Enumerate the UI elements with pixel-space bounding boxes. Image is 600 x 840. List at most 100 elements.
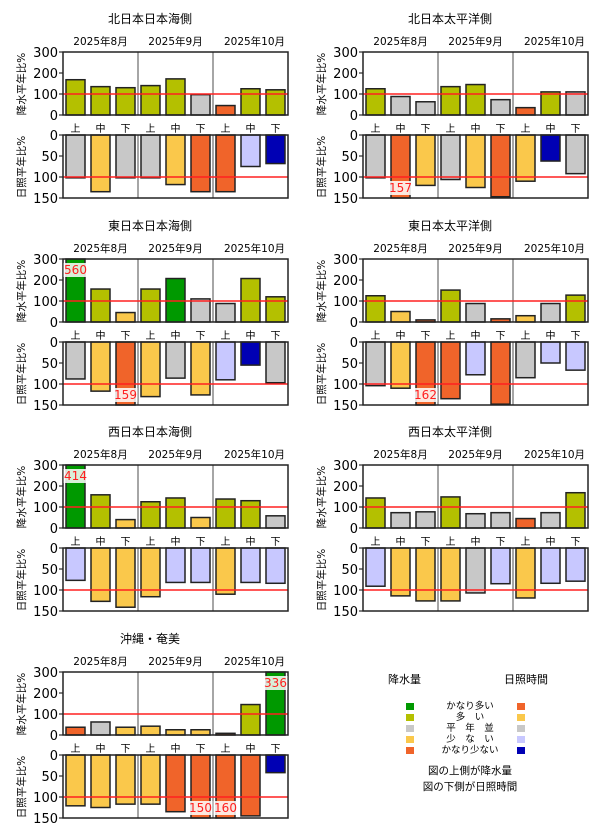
month-label: 2025年9月	[148, 448, 202, 461]
period-label: 下	[121, 537, 131, 548]
rain-bar	[165, 78, 186, 116]
period-label: 上	[221, 330, 231, 342]
legend-label: 平 年 並	[446, 723, 494, 734]
sun-bar	[265, 547, 286, 585]
sun-plot-frame	[62, 754, 289, 819]
sun-overflow-label: 157	[389, 181, 412, 195]
sun-axis-label: 日照平年比%	[15, 549, 28, 611]
rain-tick-label: 200	[33, 687, 58, 702]
overflow-label-bg	[63, 263, 88, 277]
sun-bar	[365, 341, 386, 387]
rain-bar	[115, 518, 136, 529]
panel-title: 北日本日本海側	[108, 11, 192, 26]
sun-bar	[65, 134, 86, 179]
region-panel: 沖縄・奄美 2025年8月 2025年9月 2025年10月 降水平年比% 日照平年比% 0…	[0, 620, 300, 827]
sun-bar	[190, 134, 211, 193]
sun-tick-label: 0	[350, 129, 358, 144]
rain-bar	[490, 98, 511, 116]
rain-bar	[240, 88, 261, 116]
rain-bar	[140, 725, 161, 736]
rain-tick-label: 100	[33, 88, 58, 103]
legend: 降水量 日照時間 かなり多い多 い平 年 並少 な いかなり少ない 図の上側が降…	[380, 660, 560, 800]
sun-tick-label: 150	[33, 812, 58, 825]
month-label: 2025年10月	[524, 448, 585, 461]
rain-bar	[115, 86, 136, 116]
legend-label: 多 い	[455, 712, 485, 723]
sun-tick-label: 0	[50, 129, 58, 144]
rain-tick-label: 0	[350, 316, 358, 331]
sun-bar	[465, 134, 486, 189]
sun-bar	[65, 754, 86, 807]
sun-bar	[465, 547, 486, 594]
sun-plot-frame	[362, 341, 589, 406]
sun-tick-label: 50	[341, 150, 358, 165]
sun-tick-label: 0	[350, 336, 358, 351]
period-label: 中	[246, 122, 256, 135]
sun-bar	[90, 547, 111, 603]
sun-bar	[240, 341, 261, 366]
rain-bar	[515, 314, 536, 323]
sun-tick-label: 150	[333, 605, 358, 618]
period-label: 上	[371, 536, 381, 548]
rain-bar	[115, 311, 136, 323]
legend-note-bottom: 図の下側が日照時間	[422, 781, 518, 793]
period-label: 中	[246, 535, 256, 548]
rain-tick-label: 200	[333, 480, 358, 495]
sun-tick-label: 150	[33, 605, 58, 618]
period-label: 下	[421, 124, 431, 135]
period-label: 下	[571, 537, 581, 548]
rain-bar	[240, 703, 261, 736]
period-label: 上	[71, 330, 81, 342]
sun-bar	[540, 341, 561, 364]
rain-plot-frame	[362, 258, 589, 323]
rain-axis-label: 降水平年比%	[315, 466, 328, 528]
period-label: 中	[96, 535, 106, 548]
sun-tick-label: 100	[33, 584, 58, 599]
sun-overflow-label: 159	[114, 388, 137, 402]
rain-overflow-label: 336	[264, 676, 287, 690]
sun-bar	[415, 134, 436, 187]
region-panel: 東日本日本海側 2025年8月 2025年9月 2025年10月 降水平年比% 日照平年比…	[0, 207, 300, 414]
sun-plot-frame	[362, 134, 589, 199]
rain-bar	[90, 85, 111, 116]
rain-plot-frame	[62, 464, 289, 529]
rain-bar	[215, 302, 236, 323]
sun-bar	[365, 134, 386, 179]
period-label: 中	[171, 535, 181, 548]
sun-tick-label: 0	[50, 542, 58, 557]
region-panel: 北日本太平洋側 2025年8月 2025年9月 2025年10月 降水平年比% 日照平年比…	[300, 0, 600, 207]
period-label: 上	[146, 536, 156, 548]
sun-bar	[465, 341, 486, 376]
panel-title: 東日本太平洋側	[408, 218, 492, 233]
rain-bar	[465, 512, 486, 529]
rain-bar	[240, 499, 261, 529]
sun-bar	[415, 547, 436, 602]
sun-bar	[165, 341, 186, 379]
rain-tick-label: 300	[333, 459, 358, 474]
rain-bar	[190, 516, 211, 529]
rain-bar	[390, 511, 411, 529]
overflow-label-bg	[188, 801, 213, 815]
period-label: 上	[446, 330, 456, 342]
month-label: 2025年9月	[448, 448, 502, 461]
rain-tick-label: 0	[50, 729, 58, 744]
sun-bar	[440, 547, 461, 602]
rain-bar	[140, 84, 161, 116]
sun-bar	[190, 547, 211, 584]
sun-plot-frame	[362, 547, 589, 612]
rain-axis-label: 降水平年比%	[315, 53, 328, 115]
rain-bar	[515, 517, 536, 529]
month-label: 2025年8月	[73, 35, 127, 48]
sun-tick-label: 0	[350, 542, 358, 557]
sun-axis-label: 日照平年比%	[15, 756, 28, 818]
period-label: 中	[246, 742, 256, 755]
period-label: 中	[546, 122, 556, 135]
rain-bar	[565, 91, 586, 116]
rain-tick-label: 200	[33, 480, 58, 495]
